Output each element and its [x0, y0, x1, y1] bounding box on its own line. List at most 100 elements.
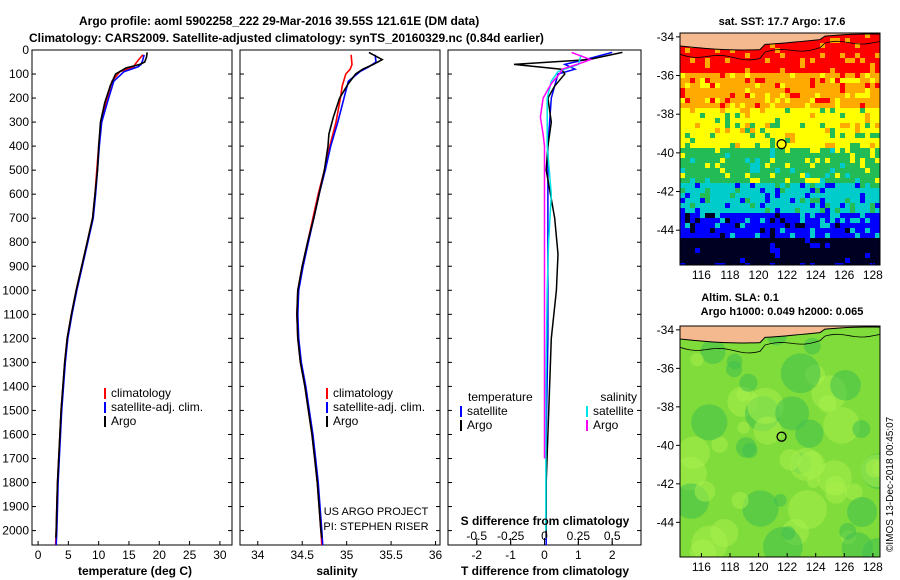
- legend-label: satellite: [593, 404, 634, 418]
- y-tick-label: 800: [9, 235, 29, 249]
- legend-label: Argo: [333, 414, 359, 428]
- x-tick-label: 0: [35, 548, 42, 562]
- y-tick-label: 200: [9, 91, 29, 105]
- land-mass: [680, 33, 880, 51]
- x-tick-label: 5: [65, 548, 72, 562]
- title-line-1: Argo profile: aoml 5902258_222 29-Mar-20…: [79, 14, 479, 28]
- x-tick-label: 118: [720, 560, 739, 574]
- y-tick-label: 700: [9, 211, 29, 225]
- legend-label: Argo: [593, 418, 619, 432]
- y-tick-label: -34: [657, 323, 675, 337]
- x-tick-label: -1: [505, 548, 516, 562]
- sla-subtitle: Argo h1000: 0.049 h2000: 0.065: [701, 306, 864, 318]
- y-tick-label: -36: [657, 69, 675, 83]
- y-tick-label: 1300: [2, 355, 29, 369]
- x-tick-label: 116: [692, 560, 711, 574]
- x-tick-label: 0: [541, 548, 548, 562]
- x-tick-label: 35.5: [379, 548, 403, 562]
- legend-label: satellite-adj. clim.: [333, 400, 425, 414]
- x-tick-label: 118: [720, 268, 739, 282]
- sla-map-panel: 116 118 120 122 124 126 128 -34 -36 -38 -40 -42 -44: [657, 323, 884, 574]
- x-tick-label: 15: [122, 548, 136, 562]
- y-tick-label: 400: [9, 139, 29, 153]
- legend-label: satellite-adj. clim.: [111, 400, 203, 414]
- y-tick-label: -40: [657, 438, 675, 452]
- difference-xlabel: T difference from climatology: [461, 564, 629, 578]
- y-tick-label: 1800: [2, 476, 29, 490]
- map-frame: [679, 325, 881, 558]
- project-annotation-2: PI: STEPHEN RISER: [323, 521, 428, 533]
- x-tick-label: 128: [863, 268, 883, 282]
- x-tick-label: 34: [251, 548, 265, 562]
- y-tick-label: -44: [657, 223, 675, 237]
- y-tick-label: 1000: [2, 283, 29, 297]
- legend-label: climatology: [333, 386, 393, 400]
- x-tick-label: 2: [609, 548, 616, 562]
- depth-contour: [680, 40, 880, 61]
- plot-frame: [239, 49, 441, 546]
- legend-label: Argo: [467, 418, 493, 432]
- x-tick-label: 20: [153, 548, 167, 562]
- y-tick-label: -42: [657, 477, 675, 491]
- x-tick-label: 126: [834, 560, 854, 574]
- y-tick-label: 600: [9, 187, 29, 201]
- x-tick-label: 25: [183, 548, 197, 562]
- series-line: [545, 54, 582, 531]
- y-tick-label: -38: [657, 400, 675, 414]
- argo-position-marker: [776, 139, 787, 150]
- y-tick-label: 1500: [2, 403, 29, 417]
- x-tick-label: 124: [806, 268, 826, 282]
- x-tick-label: 122: [777, 560, 797, 574]
- y-tick-label: 1100: [3, 307, 29, 321]
- y-tick-label: -44: [657, 515, 675, 529]
- argo-position-marker: [776, 431, 787, 442]
- series-line: [513, 51, 623, 538]
- s-tick-label: 0: [541, 529, 548, 543]
- y-tick-label: -42: [657, 185, 675, 199]
- depth-contour: [680, 333, 880, 354]
- salinity-panel: 34 34.5 35 35.5 36 climatologysatellite-adj. …: [239, 49, 443, 562]
- y-tick-label: -40: [657, 146, 675, 160]
- y-tick-label: 1200: [2, 331, 29, 345]
- temperature-xlabel: temperature (deg C): [78, 564, 192, 578]
- sst-map-panel: 116 118 120 122 124 126 128 -34 -36 -38 -40 -42 -44: [657, 30, 884, 282]
- s-tick-label: 0.25: [567, 529, 591, 543]
- y-tick-label: -38: [657, 107, 675, 121]
- x-tick-label: -2: [471, 548, 482, 562]
- y-tick-label: -34: [657, 30, 675, 44]
- x-tick-label: 35: [340, 548, 354, 562]
- y-tick-label: 1700: [2, 451, 29, 465]
- map-field: [680, 326, 880, 557]
- s-tick-label: -0.5: [466, 529, 487, 543]
- legend-label: Argo: [111, 414, 137, 428]
- plot-frame: [31, 49, 233, 546]
- y-tick-label: 1400: [2, 379, 29, 393]
- x-tick-label: 120: [749, 560, 769, 574]
- y-tick-label: 900: [9, 259, 29, 273]
- project-annotation-1: US ARGO PROJECT: [324, 506, 429, 518]
- land-mass: [680, 326, 880, 344]
- difference-top-label: S difference from climatology: [461, 514, 630, 528]
- x-tick-label: 126: [834, 268, 854, 282]
- x-tick-label: 128: [863, 560, 883, 574]
- map-frame: [679, 32, 881, 266]
- x-tick-label: 1: [575, 548, 582, 562]
- series-line: [296, 54, 377, 546]
- y-tick-label: 2000: [2, 524, 29, 538]
- s-tick-label: 0.5: [604, 529, 621, 543]
- credit-text: ©IMOS 13-Dec-2018 00:45:07: [885, 416, 896, 552]
- x-tick-label: 120: [749, 268, 769, 282]
- legend-label: satellite: [467, 404, 508, 418]
- series-line: [296, 51, 384, 538]
- legend-label: climatology: [111, 386, 171, 400]
- x-tick-label: 36: [429, 548, 443, 562]
- x-tick-label: 10: [92, 548, 106, 562]
- y-tick-label: 1900: [2, 500, 29, 514]
- series-line: [55, 52, 148, 538]
- x-tick-label: 124: [806, 560, 826, 574]
- y-tick-label: 1600: [2, 427, 29, 441]
- y-tick-label: -36: [657, 361, 675, 375]
- temperature-panel: 0100200300400500600700800900100011001200…: [2, 43, 233, 562]
- legend-title: salinity: [600, 390, 637, 404]
